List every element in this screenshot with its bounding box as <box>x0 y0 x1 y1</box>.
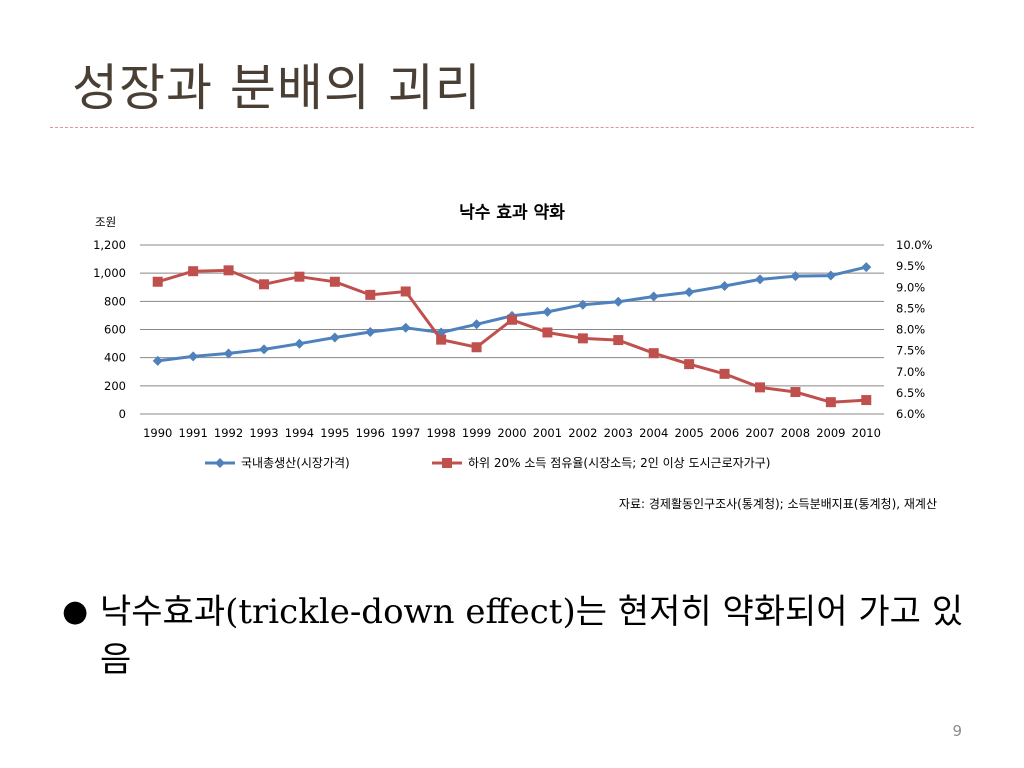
right-tick-label: 9.5% <box>896 259 925 273</box>
x-tick-label: 1991 <box>179 426 208 440</box>
x-tick-label: 1997 <box>391 426 420 440</box>
data-point-diamond <box>365 327 376 338</box>
left-tick-label: 200 <box>104 379 126 393</box>
slide-title: 성장과 분배의 괴리 <box>72 59 482 117</box>
x-tick-label: 1998 <box>427 426 456 440</box>
data-point-square <box>719 368 730 379</box>
data-point-square <box>861 395 872 406</box>
data-point-square <box>507 314 517 325</box>
x-tick-label: 2005 <box>675 426 704 440</box>
data-point-square <box>648 348 659 359</box>
data-point-square <box>329 276 340 287</box>
right-axis-ticks: 6.0% 6.5% 7.0% 7.5% 8.0% 8.5% 9.0% 9.5% 10.0% <box>896 238 933 421</box>
data-point-diamond <box>613 296 624 307</box>
legend-label: 국내총생산(시장가격) <box>241 456 350 470</box>
right-tick-label: 6.0% <box>896 407 925 421</box>
data-point-square <box>613 335 624 346</box>
data-point-square <box>790 387 801 398</box>
data-point-diamond <box>259 344 269 355</box>
x-tick-label: 2007 <box>745 426 774 440</box>
data-point-diamond <box>684 287 695 298</box>
data-point-diamond <box>294 338 305 349</box>
data-point-square <box>542 327 553 338</box>
data-point-square <box>825 397 836 408</box>
x-tick-label: 2009 <box>816 426 845 440</box>
chart: 낙수 효과 약화 조원 0 200 400 600 800 1,000 1,200 6.0%… <box>93 202 937 511</box>
bullet-point: ● 낙수효과(trickle-down effect)는 현저히 약화되어 가고… <box>62 588 982 684</box>
left-tick-label: 400 <box>104 351 126 365</box>
series-layer <box>152 262 872 408</box>
x-tick-label: 1990 <box>143 426 172 440</box>
data-point-diamond <box>719 280 730 291</box>
data-point-diamond <box>648 291 659 302</box>
data-point-diamond <box>188 351 199 362</box>
x-tick-label: 2000 <box>497 426 526 440</box>
left-axis-ticks: 0 200 400 600 800 1,000 1,200 <box>93 238 126 421</box>
x-tick-label: 1992 <box>214 426 243 440</box>
data-point-square <box>223 265 234 276</box>
x-tick-label: 2010 <box>852 426 881 440</box>
left-tick-label: 1,000 <box>93 266 126 280</box>
data-point-square <box>152 276 163 287</box>
bullet-marker: ● <box>62 594 89 629</box>
legend-marker-diamond <box>215 458 225 468</box>
data-point-diamond <box>755 274 765 285</box>
data-point-diamond <box>471 319 482 330</box>
data-point-diamond <box>825 270 836 281</box>
x-tick-label: 2006 <box>710 426 739 440</box>
data-point-square <box>259 279 269 290</box>
right-tick-label: 9.0% <box>896 280 925 294</box>
data-point-square <box>755 382 765 393</box>
x-tick-label: 2008 <box>781 426 810 440</box>
right-tick-label: 7.0% <box>896 365 925 379</box>
title-divider <box>50 127 974 128</box>
legend-label: 하위 20% 소득 점유율(시장소득; 2인 이상 도시근로자가구) <box>468 456 770 470</box>
left-tick-label: 800 <box>104 294 126 308</box>
left-axis-unit: 조원 <box>95 215 116 229</box>
right-tick-label: 8.0% <box>896 323 925 337</box>
x-tick-label: 2003 <box>604 426 633 440</box>
left-tick-label: 1,200 <box>93 238 126 252</box>
chart-title: 낙수 효과 약화 <box>459 202 565 223</box>
series-share <box>152 265 872 408</box>
data-point-square <box>400 286 411 297</box>
left-tick-label: 600 <box>104 323 126 337</box>
legend: 국내총생산(시장가격) 하위 20% 소득 점유율(시장소득; 2인 이상 도시근… <box>205 456 770 470</box>
right-tick-label: 8.5% <box>896 301 925 315</box>
data-point-square <box>471 342 482 353</box>
x-tick-label: 1994 <box>285 426 314 440</box>
data-point-square <box>294 271 305 282</box>
right-tick-label: 10.0% <box>896 238 933 252</box>
data-point-square <box>365 289 376 300</box>
source-note: 자료: 경제활동인구조사(통계청); 소득분배지표(통계청), 재계산 <box>619 497 937 511</box>
page-number: 9 <box>952 722 962 740</box>
data-point-square <box>436 334 447 345</box>
data-point-square <box>188 266 199 277</box>
x-tick-label: 1993 <box>249 426 278 440</box>
x-tick-label: 1996 <box>356 426 385 440</box>
data-point-diamond <box>542 306 553 317</box>
data-point-diamond <box>329 332 340 343</box>
data-point-diamond <box>861 262 872 273</box>
x-tick-label: 2002 <box>568 426 597 440</box>
data-point-square <box>684 359 695 370</box>
data-point-diamond <box>577 299 588 310</box>
x-tick-label: 2001 <box>533 426 562 440</box>
data-point-diamond <box>400 322 411 333</box>
legend-marker-square <box>442 458 452 468</box>
data-point-square <box>577 333 588 344</box>
x-tick-label: 2004 <box>639 426 668 440</box>
bullet-text: 낙수효과(trickle-down effect)는 현저히 약화되어 가고 있… <box>100 592 964 680</box>
left-tick-label: 0 <box>119 407 126 421</box>
right-tick-label: 6.5% <box>896 386 925 400</box>
right-tick-label: 7.5% <box>896 344 925 358</box>
x-tick-label: 1995 <box>320 426 349 440</box>
x-tick-label: 1999 <box>462 426 491 440</box>
data-point-diamond <box>152 355 163 366</box>
series-gdp <box>152 262 872 366</box>
data-point-diamond <box>223 348 234 359</box>
x-axis-ticks: 1990 1991 1992 1993 1994 1995 1996 1997 1998 1999… <box>143 426 881 440</box>
data-point-diamond <box>790 271 801 282</box>
